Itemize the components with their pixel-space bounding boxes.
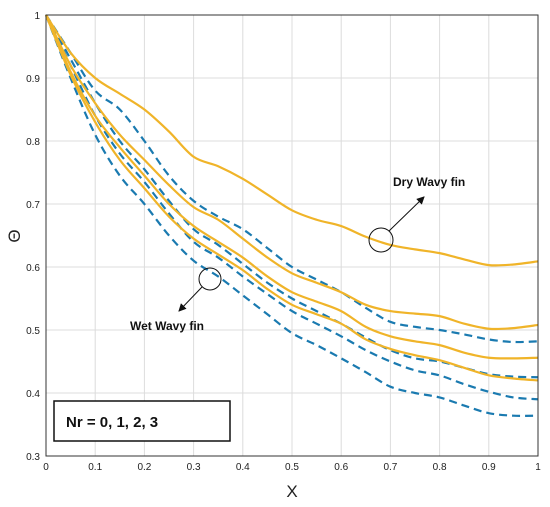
y-tick-labels: 0.3 0.4 0.5 0.6 0.7 0.8 0.9 1 bbox=[26, 11, 40, 463]
y-tick-label: 0.3 bbox=[26, 452, 40, 463]
y-axis-label: Θ bbox=[5, 229, 24, 242]
nr-textbox bbox=[53, 400, 231, 442]
y-tick-label: 0.5 bbox=[26, 326, 40, 337]
dry-annotation-arrow bbox=[388, 196, 425, 232]
x-tick-label: 0.9 bbox=[482, 462, 496, 473]
dry-annotation-circle bbox=[368, 227, 394, 253]
x-tick-label: 0.1 bbox=[88, 462, 102, 473]
x-tick-label: 0.7 bbox=[383, 462, 397, 473]
wet-annotation-label: Wet Wavy fin bbox=[130, 319, 204, 333]
x-tick-label: 0.2 bbox=[137, 462, 151, 473]
x-tick-label: 0.5 bbox=[285, 462, 299, 473]
dry-fin-line-3 bbox=[44, 14, 539, 382]
wet-annotation-circle bbox=[198, 267, 222, 291]
wet-fin-line-6 bbox=[45, 14, 539, 401]
x-tick-label: 0.3 bbox=[187, 462, 201, 473]
x-tick-label: 1 bbox=[535, 462, 541, 473]
dry-fin-line-2 bbox=[44, 14, 539, 360]
x-tick-label: 0.4 bbox=[236, 462, 250, 473]
x-tick-label: 0.8 bbox=[433, 462, 447, 473]
dry-annotation-label: Dry Wavy fin bbox=[393, 175, 465, 189]
x-tick-labels: 0 0.1 0.2 0.3 0.4 0.5 0.6 0.7 0.8 0.9 1 bbox=[43, 462, 541, 473]
y-tick-label: 0.4 bbox=[26, 389, 40, 400]
y-tick-label: 0.8 bbox=[26, 137, 40, 148]
wet-fin-line-7 bbox=[44, 14, 539, 417]
y-tick-label: 1 bbox=[34, 11, 40, 22]
dry-fin-line-0 bbox=[45, 14, 539, 267]
x-axis-label: X bbox=[286, 482, 297, 501]
y-tick-label: 0.9 bbox=[26, 74, 40, 85]
y-tick-label: 0.7 bbox=[26, 200, 40, 211]
wet-fin-line-4 bbox=[45, 14, 539, 344]
x-tick-label: 0.6 bbox=[334, 462, 348, 473]
nr-textbox-label: Nr = 0, 1, 2, 3 bbox=[66, 414, 158, 431]
dry-fin-line-1 bbox=[45, 14, 539, 331]
y-tick-label: 0.6 bbox=[26, 263, 40, 274]
x-tick-label: 0 bbox=[43, 462, 49, 473]
series-layer bbox=[44, 14, 539, 417]
wet-annotation-arrow bbox=[178, 286, 203, 312]
plot-frame bbox=[45, 14, 539, 457]
